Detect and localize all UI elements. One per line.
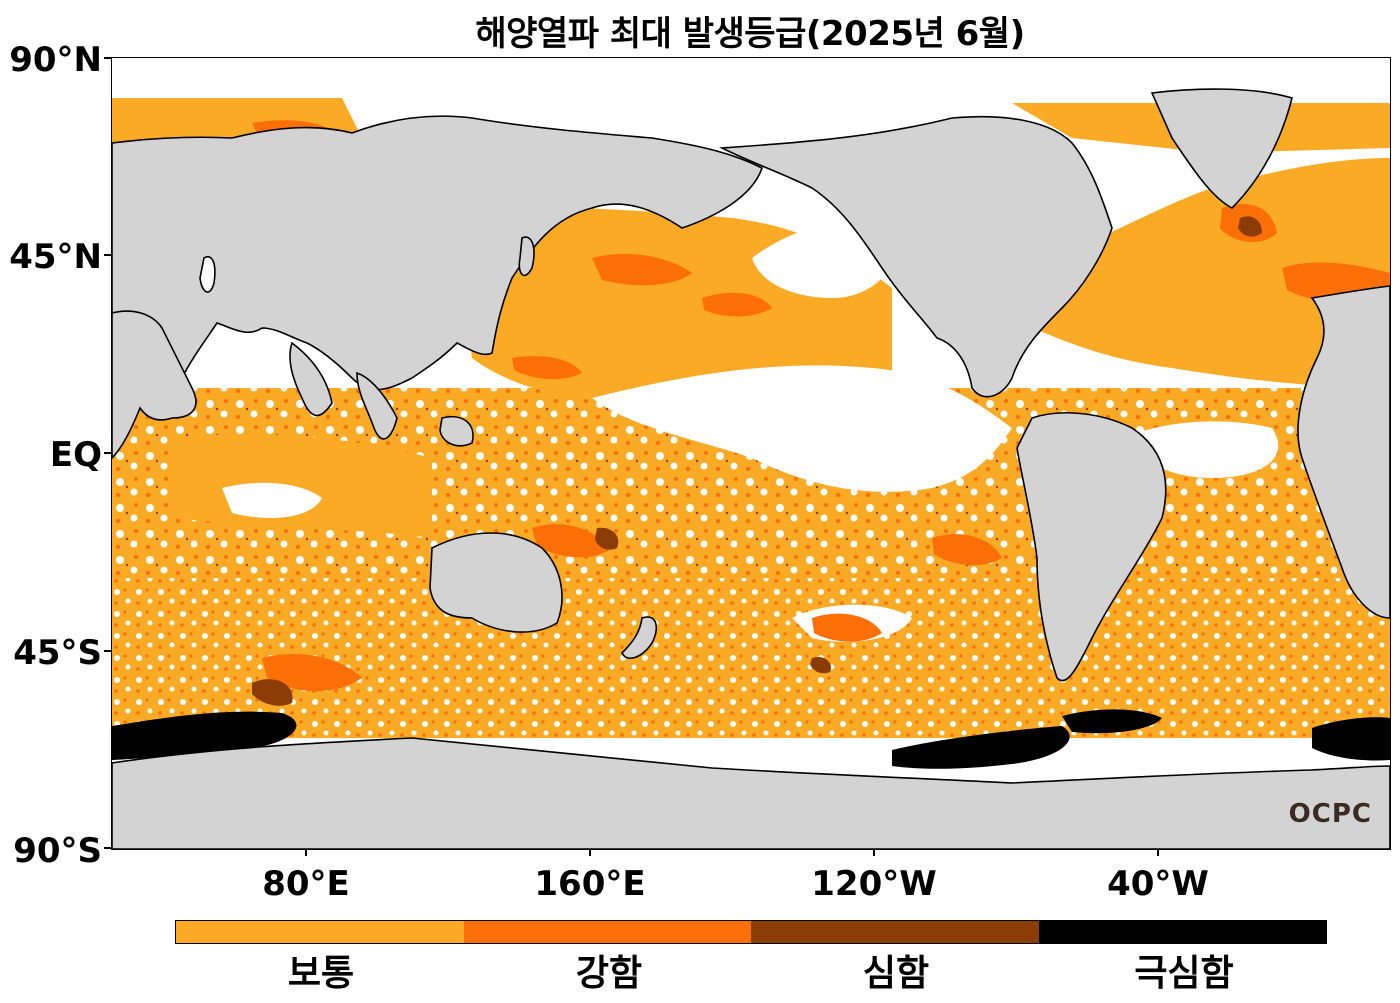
europe-africa-east <box>1297 285 1390 619</box>
legend-colorbar <box>175 920 1327 944</box>
legend-label-severe: 심함 <box>862 953 930 994</box>
south-america <box>1016 412 1167 682</box>
legend-swatch-extreme <box>1038 921 1326 943</box>
australia <box>429 532 563 633</box>
japan <box>518 236 535 277</box>
map-canvas <box>112 58 1390 849</box>
legend-label-moderate: 보통 <box>287 953 355 994</box>
lat-tick <box>104 254 111 256</box>
legend-swatch-moderate <box>176 921 464 943</box>
north-america <box>719 115 1113 398</box>
lat-label-45n: 45°N <box>9 237 102 277</box>
greenland <box>1150 88 1293 209</box>
lat-label-45s: 45°S <box>13 633 102 673</box>
lon-label-80e: 80°E <box>262 864 350 904</box>
lon-tick <box>305 849 307 856</box>
heatwave-severe-layer <box>252 216 1262 706</box>
lat-tick <box>104 847 111 849</box>
asia-europe-landmass <box>112 115 763 396</box>
legend-label-extreme: 극심함 <box>1134 953 1234 994</box>
map-area: OCPC <box>111 57 1391 850</box>
lat-label-90n: 90°N <box>9 40 102 80</box>
lat-label-90s: 90°S <box>13 831 102 871</box>
map-title: 해양열파 최대 발생등급(2025년 6월) <box>475 14 1025 54</box>
legend-swatch-strong <box>463 921 751 943</box>
lon-tick <box>873 849 875 856</box>
antarctica <box>112 737 1390 849</box>
new-zealand <box>621 616 658 659</box>
lat-tick <box>104 57 111 59</box>
ocpc-logo: OCPC <box>1288 799 1372 829</box>
africa-arabia <box>112 310 197 460</box>
lat-label-eq: EQ <box>49 435 102 475</box>
lon-label-120w: 120°W <box>811 864 937 904</box>
lat-tick <box>104 650 111 652</box>
lon-label-40w: 40°W <box>1107 864 1209 904</box>
borneo-islands <box>439 416 474 447</box>
legend-swatch-severe <box>751 921 1039 943</box>
india <box>289 341 333 417</box>
lat-tick <box>104 452 111 454</box>
lon-tick <box>1157 849 1159 856</box>
indochina <box>356 371 398 440</box>
legend-label-strong: 강함 <box>575 953 643 994</box>
lon-tick <box>589 849 591 856</box>
land-masses <box>112 88 1390 849</box>
lon-label-160e: 160°E <box>534 864 646 904</box>
caspian-sea <box>199 256 216 293</box>
